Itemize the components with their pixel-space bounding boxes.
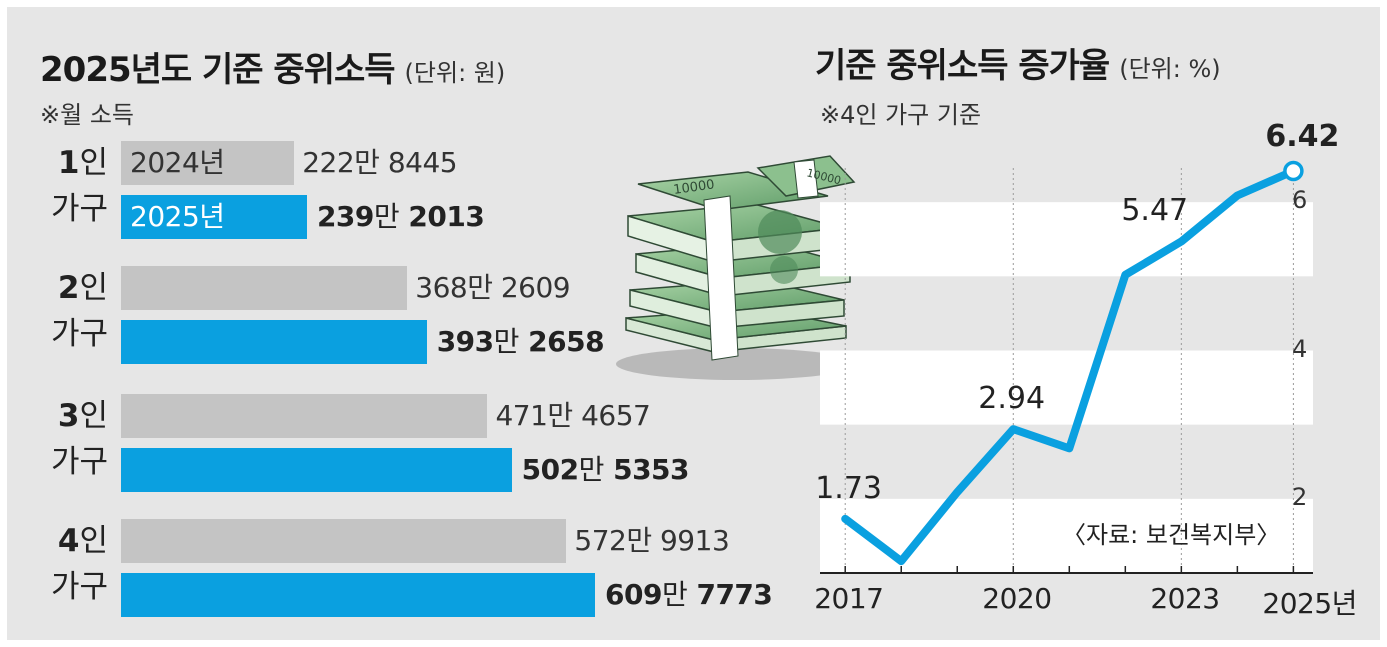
value-man-unit: 만 [493, 325, 520, 358]
household-size-number: 2 [57, 270, 80, 306]
bar-2025 [121, 573, 595, 617]
x-axis-label: 2025년 [1262, 587, 1357, 620]
legend-2024: 2024년 [130, 146, 225, 179]
household-size-suffix: 인 [79, 270, 108, 306]
household-size-suffix: 인 [79, 523, 108, 559]
right-chart-unit: (단위: %) [1119, 55, 1221, 83]
y-tick-label: 6 [1292, 186, 1308, 215]
household-label-line2: 가구 [50, 191, 108, 227]
value-label-2025: 239만 2013 [316, 195, 485, 239]
value-label-2025: 609만 7773 [605, 573, 773, 617]
bar-2025 [121, 448, 512, 492]
endpoint-marker [1283, 160, 1304, 182]
value-label-2025: 393만 2658 [436, 320, 605, 364]
legend-2025: 2025년 [130, 200, 225, 233]
value-rest-part: 7773 [687, 578, 773, 611]
left-chart-title-text: 2025년도 기준 중위소득 [40, 50, 396, 90]
left-chart-note: ※월 소득 [40, 101, 134, 129]
value-man-unit: 만 [578, 453, 605, 486]
left-chart-unit: (단위: 원) [404, 59, 506, 87]
grid-band [820, 202, 1313, 277]
right-chart-note: ※4인 가구 기준 [820, 101, 982, 129]
household-label: 1인 [38, 141, 108, 185]
household-label: 2인 [38, 266, 108, 310]
value-label-2024: 471만 4657 [495, 399, 651, 432]
household-label-line2: 가구 [50, 316, 108, 352]
grid-band [820, 350, 1313, 425]
value-man-part: 393 [436, 325, 494, 358]
bar-2025 [121, 195, 307, 239]
value-rest-part: 5353 [603, 453, 690, 486]
money-stack-icon: 10000 10000 [616, 155, 856, 380]
value-man-part: 502 [521, 453, 579, 486]
value-man-part: 609 [605, 578, 662, 611]
y-tick-label: 4 [1292, 334, 1308, 363]
value-man-part: 239 [316, 200, 374, 233]
point-label: 2.94 [978, 381, 1046, 417]
growth-line [841, 167, 1298, 566]
value-rest-part: 2013 [399, 200, 485, 233]
point-label: 6.42 [1265, 119, 1340, 155]
household-size-number: 1 [57, 145, 80, 181]
value-rest-part: 2658 [518, 325, 605, 358]
bar-2024 [121, 519, 567, 563]
household-label: 3인 [38, 394, 108, 438]
bar-2024 [121, 266, 408, 310]
bar-2024 [121, 141, 295, 185]
bar-2025 [121, 320, 427, 364]
household-size-suffix: 인 [79, 145, 108, 181]
y-tick-label: 2 [1292, 482, 1308, 511]
value-label-2024: 572만 9913 [574, 524, 730, 557]
x-axis-label: 2020 [982, 582, 1052, 615]
bar-2024 [121, 394, 488, 438]
left-chart-title: 2025년도 기준 중위소득 (단위: 원) [40, 42, 505, 91]
value-man-unit: 만 [661, 578, 688, 611]
value-label-2024: 368만 2609 [415, 271, 571, 304]
right-chart-title: 기준 중위소득 증가율 (단위: %) [815, 38, 1221, 87]
household-label: 4인 [38, 519, 108, 563]
x-axis-label: 2023 [1150, 582, 1220, 615]
x-axis-label: 2017 [814, 582, 884, 615]
value-label-2025: 502만 5353 [521, 448, 690, 492]
point-label: 5.47 [1121, 193, 1189, 229]
right-chart-title-text: 기준 중위소득 증가율 [815, 46, 1110, 86]
household-size-number: 3 [57, 398, 80, 434]
source-note: 〈자료: 보건복지부〉 [1062, 521, 1281, 549]
household-size-suffix: 인 [79, 398, 108, 434]
household-label-line2: 가구 [50, 569, 108, 605]
value-label-2024: 222만 8445 [302, 146, 458, 179]
household-label-line2: 가구 [50, 444, 108, 480]
value-man-unit: 만 [373, 200, 400, 233]
household-size-number: 4 [57, 523, 80, 559]
point-label: 1.73 [815, 470, 882, 506]
banknote-text: 10000 [672, 177, 715, 198]
